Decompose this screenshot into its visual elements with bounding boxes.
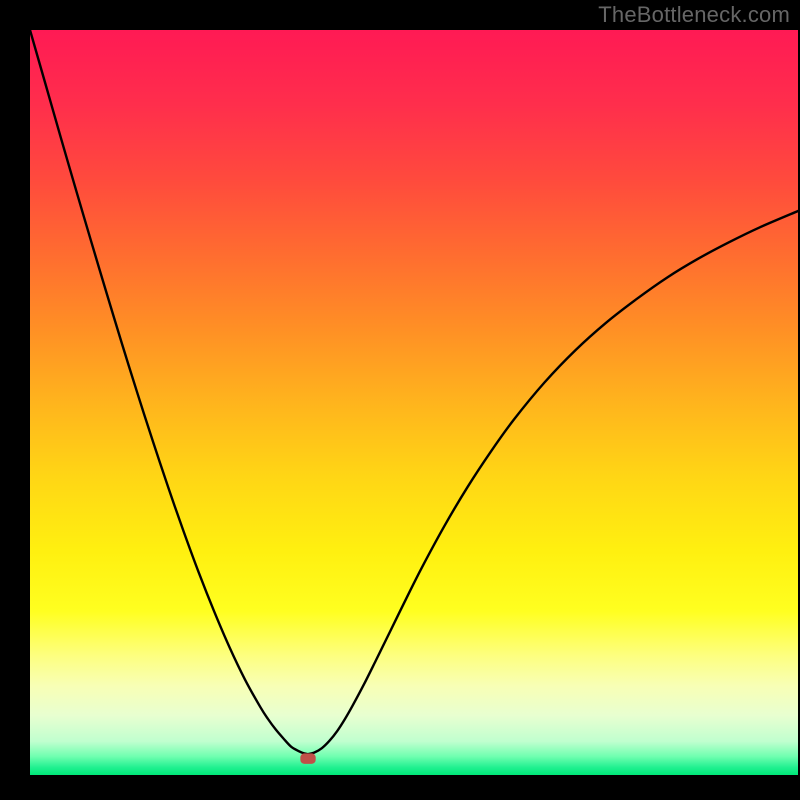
watermark-text: TheBottleneck.com — [598, 2, 790, 28]
plot-svg — [30, 30, 798, 775]
plot-area — [30, 30, 798, 775]
chart-container: TheBottleneck.com — [0, 0, 800, 800]
minimum-marker — [300, 753, 315, 763]
gradient-background — [30, 30, 798, 775]
